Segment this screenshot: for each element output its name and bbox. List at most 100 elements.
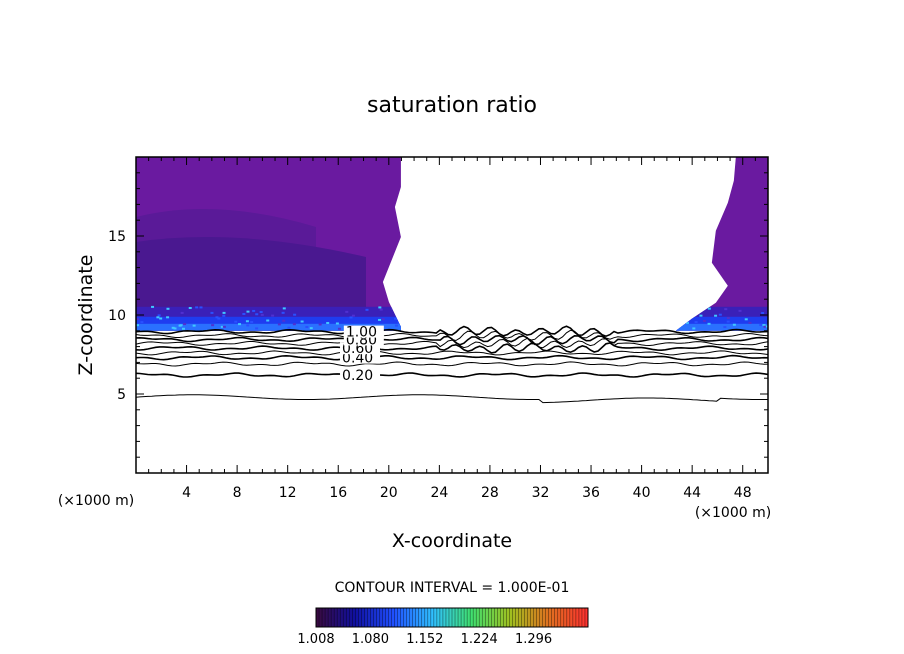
region-speckle: [222, 314, 226, 317]
region-right: [675, 157, 768, 331]
region-left: [136, 157, 401, 331]
region-speckle: [210, 311, 214, 314]
region-speckle: [173, 327, 177, 330]
region-speckle: [732, 323, 736, 326]
x-tick-label: 40: [633, 485, 651, 501]
x-tick-label: 44: [683, 485, 701, 501]
contour-line: [136, 350, 768, 356]
region-speckle: [699, 314, 703, 317]
colorbar-tick-label: 1.008: [297, 632, 334, 647]
region-speckle: [183, 323, 187, 326]
region-speckle: [250, 320, 254, 323]
contour-interval-label: CONTOUR INTERVAL = 1.000E-01: [335, 580, 570, 596]
y-tick-label: 5: [117, 387, 126, 403]
region-speckle: [337, 327, 341, 330]
region-speckle: [318, 323, 322, 326]
contour-lines: [136, 325, 768, 404]
x-axis-label: X-coordinate: [392, 530, 512, 552]
region-speckle: [309, 327, 313, 330]
region-speckle: [195, 306, 199, 309]
region-speckle: [156, 316, 160, 319]
region-speckle: [349, 316, 353, 319]
region-speckle: [242, 312, 246, 315]
x-unit-label-left: (×1000 m): [58, 493, 134, 509]
region-speckle: [345, 310, 349, 313]
region-speckle: [718, 313, 722, 316]
region-speckle: [365, 308, 369, 311]
region-speckle: [220, 325, 224, 328]
region-speckle: [246, 324, 250, 327]
contour-line: [136, 325, 768, 338]
region-speckle: [277, 323, 281, 326]
colorbar-tick-label: 1.224: [461, 632, 498, 647]
region-speckle: [688, 307, 692, 310]
x-tick-label: 24: [430, 485, 448, 501]
region-speckle: [255, 327, 259, 330]
region-speckle: [765, 325, 768, 328]
region-speckle: [394, 324, 398, 327]
region-speckle: [378, 318, 382, 321]
x-ticks: 4 8 12 16 20 24 28 32 36 40 44 48: [148, 157, 756, 501]
colorbar-tick-label: 1.152: [406, 632, 443, 647]
region-speckle: [744, 318, 748, 321]
region-base: [675, 157, 768, 331]
contour-labels: 0.200.400.600.801.00: [340, 325, 384, 384]
contour-label-bg: [340, 369, 381, 382]
region-speckle: [151, 305, 155, 308]
region-speckle: [292, 323, 296, 326]
y-tick-label: 10: [108, 308, 126, 324]
region-speckle: [180, 311, 184, 314]
region-speckle: [724, 308, 728, 311]
shaded-regions: [136, 157, 768, 331]
region-speckle: [136, 324, 139, 327]
y-axis-label: Z-coordinate: [75, 255, 97, 376]
region-speckle: [140, 321, 144, 324]
plot-area: [136, 157, 768, 404]
region-speckle: [238, 323, 242, 326]
contour-label: 1.00: [346, 325, 377, 341]
region-speckle: [266, 319, 270, 322]
region-speckle: [762, 324, 766, 327]
colorbar-tick-label: 1.296: [515, 632, 552, 647]
region-speckle: [397, 321, 401, 324]
region-speckle: [707, 307, 711, 310]
region-speckle: [379, 308, 383, 311]
region-speckle: [763, 325, 767, 328]
region-speckle: [381, 318, 385, 321]
contour-line: [136, 329, 768, 342]
x-tick-label: 36: [582, 485, 600, 501]
contour-label: 0.40: [342, 351, 373, 367]
colorbar: 1.008 1.080 1.152 1.224 1.296: [297, 607, 589, 647]
region-speckle: [282, 307, 286, 310]
region-speckle: [245, 320, 249, 323]
region-speckle: [178, 324, 182, 327]
region-band: [675, 323, 768, 331]
region-speckle: [166, 307, 170, 310]
region-speckle: [136, 318, 140, 321]
x-tick-label: 12: [279, 485, 297, 501]
region-speckle: [171, 326, 175, 329]
region-speckle: [726, 317, 730, 320]
chart-title: saturation ratio: [367, 93, 537, 118]
region-speckle: [166, 316, 170, 319]
x-tick-label: 8: [233, 485, 242, 501]
region-speckle: [300, 320, 304, 323]
contour-line: [136, 394, 768, 404]
region-speckle: [246, 310, 250, 313]
region-speckle: [391, 307, 395, 310]
region-speckle: [351, 314, 355, 317]
region-speckle: [726, 320, 730, 323]
region-speckle: [748, 321, 752, 324]
region-speckle: [271, 314, 275, 317]
region-speckle: [335, 322, 339, 325]
region-speckle: [685, 321, 689, 324]
region-speckle: [234, 320, 238, 323]
region-speckle: [305, 325, 309, 328]
region-speckle: [252, 309, 256, 312]
x-tick-label: 20: [380, 485, 398, 501]
region-speckle: [159, 317, 163, 320]
x-tick-label: 4: [182, 485, 191, 501]
contour-label-bg: [343, 325, 384, 338]
colorbar-tick-label: 1.080: [352, 632, 389, 647]
